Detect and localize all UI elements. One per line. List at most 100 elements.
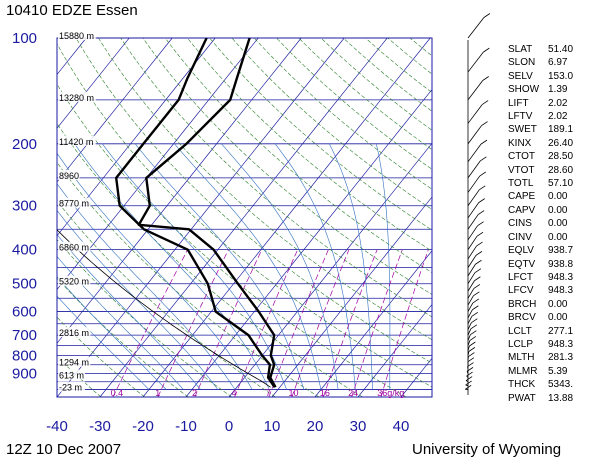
height-label-bg <box>58 169 80 180</box>
index-value: 189.1 <box>548 124 574 136</box>
index-key: MLMR <box>508 365 538 377</box>
mixing-ratio-line <box>157 249 229 397</box>
mixing-ratio-label: 0.4 <box>111 388 124 398</box>
index-row: PWAT 13.88 <box>508 392 573 405</box>
wind-barb <box>467 328 472 336</box>
pressure-tick-label: 100 <box>12 30 37 47</box>
wind-barb <box>466 371 469 374</box>
wind-barb-flag <box>470 324 478 330</box>
index-row: SWET 189.1 <box>508 123 573 136</box>
isotherm-line <box>57 38 345 397</box>
wind-barb <box>467 340 471 346</box>
wind-barb-flag <box>467 357 475 362</box>
wind-barb-flag <box>473 291 480 297</box>
pressure-tick-label: 200 <box>12 136 37 153</box>
wind-barb <box>467 334 471 341</box>
height-label-bg <box>58 197 91 208</box>
wind-barb-flag <box>473 284 481 289</box>
wind-barb-flag <box>481 100 489 105</box>
wind-barb <box>467 17 485 39</box>
index-key: TOTL <box>508 178 534 190</box>
wind-barb <box>467 245 477 260</box>
index-key: CINV <box>508 231 532 243</box>
dry-adiabat <box>57 43 432 388</box>
wind-barb-flag <box>479 171 487 177</box>
index-key: EQLV <box>508 245 534 257</box>
isotherm-line <box>271 196 432 397</box>
observation-time: 12Z 10 Dec 2007 <box>6 441 122 458</box>
index-key: LFTV <box>508 111 533 123</box>
dry-adiabat <box>231 38 432 210</box>
height-label: 15880 m <box>59 31 94 41</box>
wind-barb-flag <box>483 47 490 53</box>
pressure-tick-label: 500 <box>12 276 37 293</box>
dry-adiabat <box>57 239 232 397</box>
wind-barb-flag <box>468 352 475 357</box>
height-label: 5320 m <box>59 277 89 287</box>
index-row: CAPV 0.00 <box>508 204 573 217</box>
index-key: SWET <box>508 124 537 136</box>
index-row: EQTV 938.8 <box>508 258 573 271</box>
index-key: KINX <box>508 137 532 149</box>
index-row: SLON 6.97 <box>508 56 573 69</box>
height-label-bg <box>58 135 96 146</box>
index-row: SLAT 51.40 <box>508 43 573 56</box>
wind-barb <box>467 189 480 206</box>
dry-adiabat <box>57 200 276 397</box>
isotherm-line <box>57 38 302 344</box>
index-value: 153.0 <box>548 70 574 82</box>
wind-barb-flag <box>479 185 486 191</box>
wind-barb <box>467 366 469 370</box>
wind-barb <box>467 160 481 179</box>
isotherm-line <box>185 88 432 397</box>
index-row: SHOW 1.39 <box>508 83 573 96</box>
moist-adiabat <box>57 276 167 390</box>
index-row: MLTH 281.3 <box>508 351 573 364</box>
index-value: 28.60 <box>548 164 574 176</box>
wind-barb <box>467 214 479 230</box>
pressure-tick-label: 600 <box>12 304 37 321</box>
height-label-bg <box>58 241 91 252</box>
isotherm-line <box>57 38 173 183</box>
wind-barb-flag <box>465 380 472 386</box>
index-key: SHOW <box>508 84 540 96</box>
wind-barb-flag <box>469 336 477 341</box>
moist-adiabat <box>376 143 391 390</box>
index-row: THCK 5343. <box>508 378 573 391</box>
index-row: VTOT 28.60 <box>508 164 573 177</box>
parcel-path <box>57 229 271 388</box>
index-key: SLON <box>508 57 536 69</box>
wind-barb-flag <box>464 384 472 390</box>
height-label-bg <box>58 30 96 40</box>
temperature-tick-label: -20 <box>132 418 154 435</box>
wind-barb <box>467 302 474 312</box>
plot-frame <box>56 37 433 398</box>
wind-barb <box>467 175 481 193</box>
index-value: 0.00 <box>548 231 568 243</box>
index-key: EQTV <box>508 258 536 270</box>
wind-barb-flag <box>472 305 479 311</box>
station-title: 10410 EDZE Essen <box>6 2 138 19</box>
pressure-tick-label: 900 <box>12 365 37 382</box>
height-label: 6860 m <box>59 243 89 253</box>
wind-barb-flag <box>480 139 488 145</box>
dry-adiabat <box>142 38 432 295</box>
wind-barb <box>467 272 476 284</box>
index-value: 0.00 <box>548 312 568 324</box>
temperature-tick-label: 20 <box>307 418 324 435</box>
index-value: 5343. <box>548 379 574 391</box>
wind-barb <box>467 225 478 241</box>
index-value: 1.39 <box>548 84 568 96</box>
index-value: 5.39 <box>548 365 568 377</box>
index-value: 948.3 <box>548 338 574 350</box>
index-value: 13.88 <box>548 392 574 404</box>
index-row: SELV 153.0 <box>508 70 573 83</box>
wind-barb <box>467 295 474 306</box>
pressure-tick-label: 700 <box>12 327 37 344</box>
wind-barb-flag <box>475 251 483 256</box>
dry-adiabat <box>57 316 145 397</box>
isotherm-line <box>57 38 259 291</box>
temperature-profile <box>137 38 277 388</box>
temperature-tick-label: -40 <box>46 418 68 435</box>
temperature-tick-label: 30 <box>350 418 367 435</box>
